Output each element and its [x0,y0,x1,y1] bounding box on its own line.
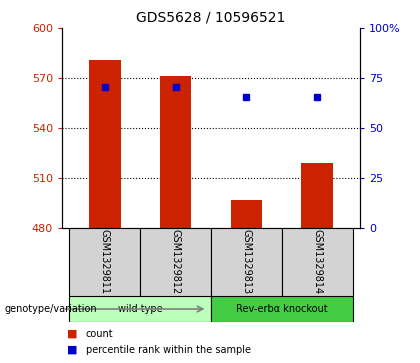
Bar [211,228,282,296]
Text: GSM1329812: GSM1329812 [171,229,181,295]
Bar [140,228,211,296]
Bar [231,200,262,228]
Title: GDS5628 / 10596521: GDS5628 / 10596521 [136,10,286,24]
Text: GSM1329811: GSM1329811 [100,229,110,294]
Text: ■: ■ [67,329,78,339]
Text: GSM1329814: GSM1329814 [312,229,323,294]
Text: wild type: wild type [118,304,163,314]
Text: count: count [86,329,113,339]
Text: percentile rank within the sample: percentile rank within the sample [86,345,251,355]
Bar [69,228,140,296]
Bar [211,296,353,322]
Bar [282,228,353,296]
Bar [69,296,211,322]
Text: GSM1329813: GSM1329813 [241,229,252,294]
Bar [302,163,333,228]
Text: genotype/variation: genotype/variation [4,304,97,314]
Bar [160,76,192,228]
Text: ■: ■ [67,345,78,355]
Bar [89,60,121,228]
Text: Rev-erbα knockout: Rev-erbα knockout [236,304,328,314]
